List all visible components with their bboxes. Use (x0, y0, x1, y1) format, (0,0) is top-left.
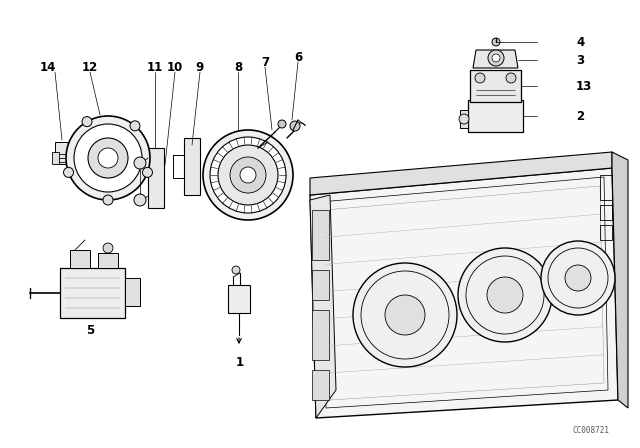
Polygon shape (60, 268, 125, 318)
Text: 1: 1 (236, 356, 244, 369)
Bar (70, 250, 90, 268)
Bar (55, 142, 69, 164)
Polygon shape (310, 168, 618, 418)
Circle shape (240, 167, 256, 183)
Text: 2: 2 (576, 109, 584, 122)
Circle shape (492, 54, 500, 62)
Text: 5: 5 (86, 323, 94, 336)
Circle shape (488, 50, 504, 66)
Circle shape (290, 121, 300, 131)
Circle shape (134, 194, 146, 206)
Circle shape (565, 265, 591, 291)
Circle shape (210, 137, 286, 213)
Circle shape (475, 73, 485, 83)
Bar (312, 370, 329, 400)
Circle shape (506, 73, 516, 83)
Text: 9: 9 (196, 60, 204, 73)
Text: 13: 13 (576, 79, 592, 92)
Circle shape (82, 116, 92, 127)
Polygon shape (612, 152, 628, 408)
Circle shape (218, 145, 278, 205)
Bar (52, 152, 59, 164)
Polygon shape (470, 70, 521, 102)
Bar (148, 148, 164, 208)
Bar (312, 310, 329, 360)
Circle shape (487, 277, 523, 313)
Text: 12: 12 (82, 60, 98, 73)
Polygon shape (468, 100, 523, 132)
Circle shape (278, 120, 286, 128)
Polygon shape (125, 278, 140, 306)
Circle shape (459, 114, 469, 124)
Circle shape (88, 138, 128, 178)
Bar (312, 270, 329, 300)
Text: 10: 10 (167, 60, 183, 73)
Text: 7: 7 (261, 56, 269, 69)
Text: 14: 14 (40, 60, 56, 73)
Text: 3: 3 (576, 53, 584, 66)
Polygon shape (184, 138, 200, 195)
Bar (600, 225, 612, 240)
Circle shape (134, 157, 146, 169)
Circle shape (353, 263, 457, 367)
Circle shape (385, 295, 425, 335)
Circle shape (103, 195, 113, 205)
Text: CC008721: CC008721 (573, 426, 609, 435)
Bar (98, 253, 118, 268)
Circle shape (98, 148, 118, 168)
Circle shape (143, 168, 152, 177)
Circle shape (203, 130, 293, 220)
Bar (312, 210, 329, 260)
Circle shape (541, 241, 615, 315)
Circle shape (103, 243, 113, 253)
Circle shape (66, 116, 150, 200)
Polygon shape (460, 110, 468, 128)
Polygon shape (310, 152, 612, 195)
Bar (600, 205, 612, 220)
Circle shape (74, 124, 142, 192)
Circle shape (230, 157, 266, 193)
Text: 6: 6 (294, 51, 302, 64)
Circle shape (63, 168, 74, 177)
Polygon shape (473, 50, 518, 68)
Text: 8: 8 (234, 60, 242, 73)
Bar (228, 285, 250, 313)
Circle shape (492, 38, 500, 46)
Circle shape (232, 266, 240, 274)
Text: 11: 11 (147, 60, 163, 73)
Bar (600, 175, 612, 200)
Circle shape (458, 248, 552, 342)
Circle shape (130, 121, 140, 131)
Polygon shape (310, 195, 336, 418)
Text: 4: 4 (576, 35, 584, 48)
